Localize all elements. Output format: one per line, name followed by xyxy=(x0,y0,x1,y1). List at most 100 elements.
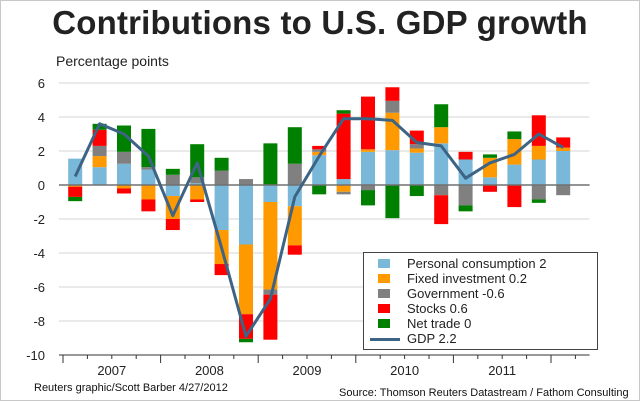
bar-segment-government xyxy=(165,174,180,185)
bar-segment-net xyxy=(214,157,229,171)
bar-segment-personal xyxy=(556,151,571,185)
bar-segment-fixed xyxy=(434,127,449,144)
x-tick-label: 2008 xyxy=(195,363,224,378)
y-axis-label: Percentage points xyxy=(56,53,169,69)
bar-segment-government xyxy=(409,144,424,149)
bar-segment-personal xyxy=(141,169,156,185)
bar-segment-stocks xyxy=(507,185,522,208)
legend-item: Government -0.6 xyxy=(364,286,594,301)
x-tick-label: 2010 xyxy=(390,363,419,378)
bar-segment-net xyxy=(409,185,424,197)
bar-segment-personal xyxy=(483,177,497,185)
credit-text: Reuters graphic/Scott Barber 4/27/2012 xyxy=(34,382,228,394)
bar-segment-government xyxy=(531,185,546,200)
bar-segment-fixed xyxy=(190,185,205,200)
bar-segment-net xyxy=(141,128,156,168)
bar-segment-stocks xyxy=(556,137,571,148)
y-tick-label: 2 xyxy=(38,144,45,159)
bar-segment-stocks xyxy=(312,145,327,150)
bar-segment-net xyxy=(312,185,327,195)
bar-segment-fixed xyxy=(336,185,351,192)
legend: Personal consumption 2 Fixed investment 0… xyxy=(363,252,598,350)
bar-segment-net xyxy=(239,338,253,343)
bar-segment-stocks xyxy=(117,188,131,194)
bar-segment-government xyxy=(361,185,375,191)
bar-segment-stocks xyxy=(434,195,449,225)
bar-segment-net xyxy=(385,185,400,219)
y-tick-label: -2 xyxy=(33,212,45,227)
bar-segment-net xyxy=(361,190,375,206)
bar-segment-fixed xyxy=(556,147,571,151)
gdp-line xyxy=(73,117,564,338)
bar-segment-personal xyxy=(336,179,351,185)
bar-segment-personal xyxy=(531,159,546,185)
bar-segment-government xyxy=(556,185,571,196)
bar-segment-stocks xyxy=(483,185,497,192)
bar-segment-net xyxy=(434,104,449,128)
bar-segment-net xyxy=(483,154,497,158)
y-tick-label: -10 xyxy=(26,348,45,363)
bar-segment-government xyxy=(434,185,449,196)
chart-title: Contributions to U.S. GDP growth xyxy=(52,4,588,41)
bar-segment-personal xyxy=(361,151,375,185)
bar-segment-fixed xyxy=(165,196,180,219)
bar-segment-stocks xyxy=(287,245,302,255)
bar-segment-personal xyxy=(434,143,449,185)
bar-segment-stocks xyxy=(190,199,205,202)
bar-segment-personal xyxy=(190,183,205,185)
bar-segment-fixed xyxy=(263,202,278,290)
bar-segment-government xyxy=(336,191,351,195)
legend-swatch xyxy=(378,274,390,283)
bar-segment-personal xyxy=(68,158,83,185)
bar-segment-government xyxy=(312,149,327,152)
bar-segment-stocks xyxy=(531,115,546,146)
y-tick-label: 6 xyxy=(38,76,45,91)
bar-segment-personal xyxy=(117,163,131,185)
legend-label: Net trade 0 xyxy=(407,316,472,331)
legend-item: Net trade 0 xyxy=(364,316,594,331)
bar-segment-fixed xyxy=(92,156,107,168)
y-tick-label: -6 xyxy=(33,280,45,295)
bar-segment-fixed xyxy=(385,112,400,151)
bar-segment-fixed xyxy=(239,244,253,315)
bar-segment-fixed xyxy=(68,185,83,187)
legend-label: Personal consumption 2 xyxy=(407,256,547,271)
bar-segment-government xyxy=(239,179,253,185)
bar-segment-stocks xyxy=(336,113,351,180)
legend-swatch xyxy=(378,289,390,298)
legend-swatch xyxy=(378,319,390,328)
legend-label: GDP 2.2 xyxy=(407,331,457,346)
x-tick-label: 2009 xyxy=(293,363,322,378)
x-tick-label: 2011 xyxy=(488,363,516,378)
source-text: Source: Thomson Reuters Datastream / Fat… xyxy=(339,387,629,399)
bar-segment-fixed xyxy=(117,185,131,189)
legend-swatch xyxy=(378,304,390,313)
bar-segment-net xyxy=(336,110,351,114)
legend-item: Personal consumption 2 xyxy=(364,256,594,271)
bar-segment-government xyxy=(92,145,107,157)
x-tick-label: 2007 xyxy=(97,363,126,378)
bar-segment-stocks xyxy=(141,199,156,212)
bar-segment-fixed xyxy=(507,139,522,165)
legend-swatch xyxy=(378,259,390,268)
legend-item: GDP 2.2 xyxy=(364,331,594,346)
bar-segment-stocks xyxy=(385,87,400,101)
legend-item: Stocks 0.6 xyxy=(364,301,594,316)
bar-segment-stocks xyxy=(361,96,375,150)
bar-segment-net xyxy=(165,168,180,175)
bar-segment-net xyxy=(531,199,546,203)
bar-segment-personal xyxy=(312,155,327,185)
bar-segment-personal xyxy=(458,159,473,185)
y-tick-label: 0 xyxy=(38,178,45,193)
bar-segment-stocks xyxy=(214,264,229,276)
bar-segment-government xyxy=(458,185,473,206)
bar-segment-government xyxy=(190,177,205,184)
bar-segment-personal xyxy=(385,150,400,185)
y-tick-label: 4 xyxy=(38,110,45,125)
bar-segment-government xyxy=(214,170,229,185)
bar-segment-personal xyxy=(507,164,522,185)
bar-segment-fixed xyxy=(361,149,375,152)
bar-segment-personal xyxy=(92,167,107,185)
bar-segment-personal xyxy=(409,152,424,185)
